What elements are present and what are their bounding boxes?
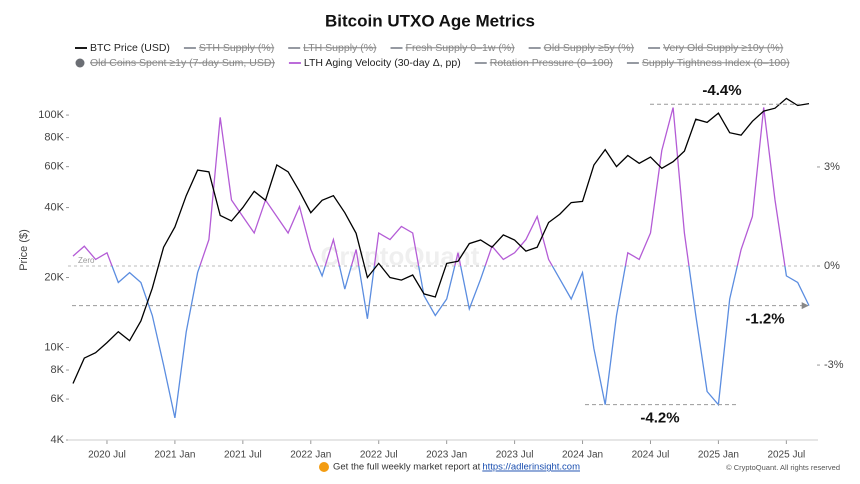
- y-tick-label: 4K: [51, 434, 65, 446]
- x-tick-label: 2025 Jul: [767, 450, 805, 461]
- annotation-label: -4.4%: [702, 82, 741, 99]
- x-tick-label: 2022 Jul: [360, 450, 398, 461]
- legend-label[interactable]: LTH Supply (%): [303, 42, 376, 54]
- chart-title: Bitcoin UTXO Age Metrics: [325, 11, 535, 30]
- x-tick-label: 2021 Jul: [224, 450, 262, 461]
- y-axis-label: Price ($): [18, 229, 30, 271]
- annotation-label: -4.2%: [640, 410, 679, 427]
- y-tick-label: 40K: [44, 201, 64, 213]
- zero-label: Zero: [78, 256, 95, 265]
- x-tick-label: 2025 Jan: [698, 450, 739, 461]
- x-tick-label: 2024 Jan: [562, 450, 603, 461]
- annotation-label: -1.2%: [745, 311, 784, 328]
- copyright: © CryptoQuant. All rights reserved: [726, 463, 840, 472]
- legend-label[interactable]: Fresh Supply 0–1w (%): [406, 42, 515, 54]
- x-tick-label: 2023 Jul: [496, 450, 534, 461]
- series-line: [72, 97, 810, 384]
- legend-label[interactable]: Old Supply ≥5y (%): [544, 42, 634, 54]
- y-tick-label: 60K: [44, 161, 64, 173]
- legend-label[interactable]: Old Coins Spent ≥1y (7-day Sum, USD): [90, 57, 275, 69]
- y-tick-label: 8K: [51, 364, 65, 376]
- y2-tick-label: 0%: [824, 260, 840, 272]
- x-tick-label: 2021 Jan: [154, 450, 195, 461]
- y-tick-label: 80K: [44, 132, 64, 144]
- x-tick-label: 2024 Jul: [632, 450, 670, 461]
- x-tick-label: 2020 Jul: [88, 450, 126, 461]
- footer-link[interactable]: https://adlerinsight.com: [482, 462, 580, 473]
- y-tick-label: 6K: [51, 393, 65, 405]
- series-line-negative: [111, 266, 810, 419]
- legend-label[interactable]: Very Old Supply ≥10y (%): [663, 42, 783, 54]
- legend-label[interactable]: STH Supply (%): [199, 42, 274, 54]
- y-tick-label: 100K: [38, 109, 64, 121]
- y-tick-label: 20K: [44, 271, 64, 283]
- series-line-positive: [72, 107, 786, 267]
- y2-tick-label: 3%: [824, 161, 840, 173]
- legend-label[interactable]: Supply Tightness Index (0–100): [642, 57, 790, 69]
- legend-label[interactable]: BTC Price (USD): [90, 42, 170, 54]
- legend-marker: [75, 58, 85, 68]
- legend-label[interactable]: Rotation Pressure (0–100): [490, 57, 613, 69]
- x-tick-label: 2023 Jan: [426, 450, 467, 461]
- y-tick-label: 10K: [44, 341, 64, 353]
- footer-text: Get the full weekly market report at: [333, 462, 481, 473]
- footer-icon: [319, 462, 329, 472]
- y2-tick-label: -3%: [824, 359, 844, 371]
- legend-label[interactable]: LTH Aging Velocity (30-day Δ, pp): [304, 57, 461, 69]
- x-tick-label: 2022 Jan: [290, 450, 331, 461]
